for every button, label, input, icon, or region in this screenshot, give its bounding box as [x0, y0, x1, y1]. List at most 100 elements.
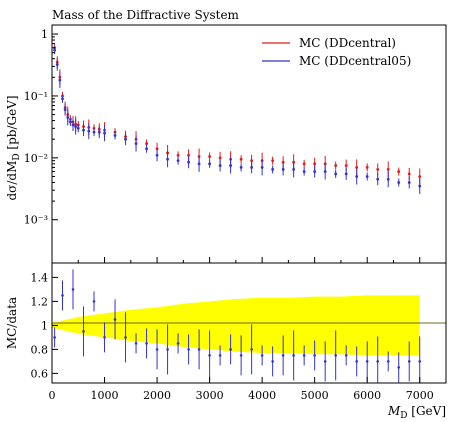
x-tick-label: 6000 [353, 389, 381, 402]
ratio-point [302, 354, 306, 357]
ratio-point [239, 354, 243, 357]
data-point [376, 177, 380, 181]
data-point [344, 172, 348, 176]
data-point [68, 120, 72, 124]
data-point [323, 170, 327, 173]
x-tick-label: 4000 [248, 389, 276, 402]
ratio-point [365, 360, 369, 363]
ratio-point [407, 360, 411, 363]
data-point [229, 164, 233, 167]
ratio-point [292, 354, 295, 357]
x-tick-label: 3000 [196, 389, 224, 402]
ratio-point [218, 354, 222, 357]
data-point [386, 177, 390, 181]
data-point [55, 63, 59, 67]
data-point [418, 184, 422, 188]
main-data-points [53, 43, 422, 195]
data-point [145, 147, 148, 151]
data-point [397, 170, 401, 173]
data-point [76, 126, 80, 130]
ratio-point [229, 348, 232, 351]
data-point [176, 159, 180, 163]
ratio-y-tick-label: 0.6 [31, 367, 49, 380]
data-point [208, 155, 212, 158]
ratio-point [397, 366, 401, 369]
data-point [92, 130, 96, 134]
ratio-point [271, 360, 274, 363]
ratio-ylabel: MC/data [5, 297, 19, 349]
data-point [61, 97, 64, 101]
ratio-point [92, 300, 96, 303]
ratio-point [155, 348, 159, 351]
ratio-series-ddcentral05 [53, 269, 422, 383]
ratio-uncertainty-band [52, 295, 420, 356]
data-point [218, 164, 222, 167]
data-point [302, 162, 306, 166]
data-point [271, 168, 275, 171]
ratio-point [418, 360, 422, 363]
ratio-point [344, 354, 348, 357]
ratio-point [124, 336, 127, 339]
data-point [250, 166, 254, 169]
data-point [334, 164, 338, 167]
data-point [239, 166, 243, 169]
ratio-point [145, 342, 148, 345]
main-y-tick-label: 10⁻³ [24, 214, 48, 227]
ratio-plot-frame [51, 262, 447, 384]
chart-title: Mass of the Diffractive System [52, 8, 240, 22]
data-point [124, 137, 127, 141]
ratio-point [334, 354, 337, 357]
ratio-point [323, 360, 327, 363]
data-point [113, 134, 117, 137]
x-tick-label: 0 [49, 389, 56, 402]
data-point [145, 142, 148, 145]
data-point [355, 175, 359, 178]
ratio-point [197, 348, 201, 351]
data-point [197, 162, 201, 166]
legend: MC (DDcentral) MC (DDcentral05) [262, 36, 411, 68]
data-point [155, 147, 159, 151]
data-point [334, 172, 338, 176]
data-point [281, 168, 285, 171]
main-ylabel: dσ/dMD [pb/GeV] [5, 95, 22, 200]
x-tick-label: 2000 [143, 389, 171, 402]
ratio-point [208, 354, 211, 357]
data-point [386, 168, 390, 171]
ratio-point [166, 348, 169, 351]
data-point [155, 153, 159, 157]
data-point [355, 166, 359, 169]
ratio-band-area [52, 295, 420, 356]
ratio-point [250, 348, 253, 351]
ratio-y-tick-label: 0.8 [31, 343, 49, 356]
data-point [53, 48, 57, 52]
ratio-point [82, 330, 85, 333]
data-point [397, 181, 401, 184]
data-point [71, 123, 75, 127]
data-point [344, 164, 348, 167]
ratio-axis-ticks: 0.6 0.8 1 1.2 1.4 0 1000 2000 3000 4000 5000 6000 70… [31, 271, 434, 402]
data-point [302, 170, 306, 173]
data-point [260, 166, 264, 169]
legend-label-ddcentral05: MC (DDcentral05) [299, 54, 411, 68]
data-point [134, 142, 138, 145]
ratio-point [376, 360, 380, 363]
data-point [281, 160, 285, 164]
legend-label-ddcentral: MC (DDcentral) [299, 36, 396, 50]
ratio-y-tick-label: 1 [41, 319, 48, 332]
ratio-point [386, 360, 390, 363]
ratio-point [313, 354, 316, 357]
data-point [218, 156, 222, 160]
data-point [365, 166, 369, 169]
ratio-point [61, 294, 64, 297]
ratio-y-tick-label: 1.4 [31, 271, 49, 284]
main-y-tick-label: 10⁻¹ [24, 90, 48, 103]
x-tick-label: 7000 [406, 389, 434, 402]
data-point [66, 116, 70, 119]
ratio-point [355, 360, 358, 363]
data-point [239, 157, 243, 161]
data-point [58, 78, 62, 82]
data-point [250, 159, 254, 163]
data-point [63, 108, 67, 112]
ratio-point [260, 354, 264, 357]
